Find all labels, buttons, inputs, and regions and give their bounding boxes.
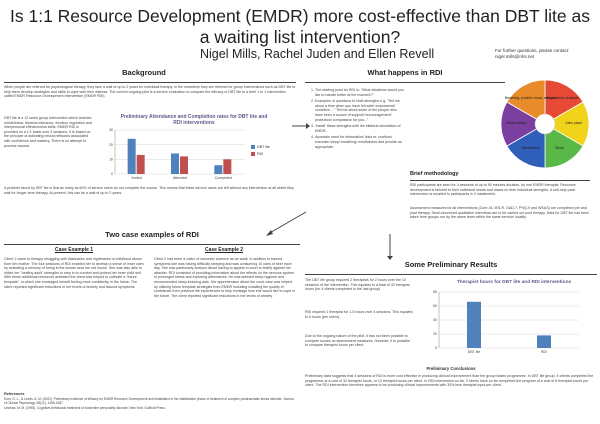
bar-therapist-hours [467,301,481,348]
reference-2: Linehan, M. M. (1993). Cognitive-behavio… [4,406,166,410]
x-tick-label: Attended [173,176,187,180]
wheel-segment [506,123,546,169]
methodology-p1: RDI participants are seen for 4 sessions… [410,183,576,197]
results-section: Some Preliminary Results The DBT lite gr… [305,250,597,422]
x-tick-label: Completed [215,176,232,180]
wheel-segment-label: Sleep [555,146,564,150]
methodology-p2: Assessment measures for all intervention… [410,206,589,220]
wheel-segment-label: Mindfulness [522,146,540,150]
what-happens-section: What happens in RDI The starting point f… [305,68,597,238]
wheel-segment [544,79,584,125]
case1-title: Case Example 1 [54,247,94,253]
wheel-center [534,113,556,135]
dbt-description: DBT lite is a 12-week group intervention… [4,116,92,148]
y-tick-label: 40 [433,318,437,322]
legend-label: DBT lite [257,145,270,149]
y-tick-label: 10 [109,158,113,162]
therapist-hours-chart-title: Therapist hours for DBT lite and RDI int… [456,280,572,285]
y-tick-label: 0 [111,172,113,176]
attendance-chart-title: Preliminary Attendance and Completion ra… [120,114,268,126]
wheel-segment-label: Calm place [565,121,582,125]
rdi-step: The starting point for RDI is: "What sit… [315,88,405,97]
poster-title: Is 1:1 Resource Development (EMDR) more … [10,6,590,47]
case2-text: Client 2 had been a victim of domestic v… [154,257,296,298]
case-examples-heading: Two case examples of RDI [105,230,199,239]
y-tick-label: 30 [109,128,113,132]
arrow-down-left [266,211,307,236]
divider [4,82,296,83]
background-section: Background When people are referred for … [4,68,300,218]
therapist-hours-chart-svg: 0 20 40 60 80 DBT lite RDI [433,290,579,354]
bar-rdi [136,154,145,174]
divider [305,82,505,83]
references-heading: References [4,392,25,396]
case1-text: Client 1 came to therapy struggling with… [4,257,144,289]
x-tick-label: Invited [132,176,142,180]
arrow-right [292,123,310,129]
divider [305,274,597,275]
problem-text: A problem faced by DBT lite is that as m… [4,186,294,195]
rdi-step: 'Install' these strengths with the bilat… [315,124,405,133]
background-intro: When people are referred for psychologic… [4,85,296,99]
conclusions-text: Preliminary data suggests that 4 session… [305,374,594,388]
bar-therapist-hours [537,335,551,348]
what-happens-heading: What happens in RDI [367,68,443,77]
divider [410,180,590,181]
bar-rdi [180,156,188,174]
y-tick-label: 0 [435,346,437,350]
results-p2: RDI required 1 therapist for 1.5 hours o… [305,310,413,319]
wheel-segment-label: Creating a future template [540,96,579,100]
results-heading: Some Preliminary Results [404,260,498,269]
y-tick-label: 60 [433,304,437,308]
x-tick-label: DBT lite [468,350,480,354]
rdi-steps: The starting point for RDI is: "What sit… [305,88,405,151]
bar-dbt-lite [127,138,136,174]
results-p1: The DBT lite group required 2 therapists… [305,278,410,292]
reference-1: Korn, D. L., & Leeds, A. M. (2002). Prel… [4,397,294,405]
wheel-segment [544,123,584,169]
brief-methodology-heading: Brief methodology [410,171,459,177]
legend-label: RDI [257,152,263,156]
wheel-segment [544,101,590,147]
bar-dbt-lite [171,153,179,174]
rdi-wheel-diagram: Creating a future template Calm place Slee… [500,79,590,169]
y-tick-label: 20 [109,143,113,147]
x-tick-label: RDI [541,350,547,354]
bar-dbt-lite [214,165,223,174]
wheel-segment-label: Relationships [506,121,527,125]
results-p3: Due to the ongoing nature of the pilot, … [305,334,411,348]
rdi-step: Examples of questions to elicit strength… [315,99,405,122]
arrow-down-right [387,234,393,260]
wheel-segment [500,101,546,147]
conclusions-heading: Preliminary Conclusions [426,366,476,371]
contact-info: For further questions, please contact: n… [495,48,570,59]
attendance-chart: Preliminary Attendance and Completion ra… [99,114,299,186]
background-heading: Background [122,68,166,77]
wheel-segment-label: Breathing, positive mood, exercise [505,96,557,100]
legend-swatch [251,152,255,156]
wheel-segment [506,79,546,125]
therapist-hours-chart: Therapist hours for DBT lite and RDI int… [419,280,597,364]
y-tick-label: 80 [433,290,437,294]
case-examples-section: Two case examples of RDI Case Example 1 … [4,226,300,422]
poster-authors: Nigel Mills, Rachel Juden and Ellen Reve… [200,47,435,61]
divider [4,244,300,245]
rdi-step: Ascertain need for information/ links re… [315,135,405,149]
bar-rdi [223,159,232,174]
legend-swatch [251,145,255,149]
y-tick-label: 20 [433,332,437,336]
case2-title: Case Example 2 [204,247,244,253]
attendance-chart-svg: 0 10 20 30 Invited Attended Completed DBT lite R… [109,128,270,180]
